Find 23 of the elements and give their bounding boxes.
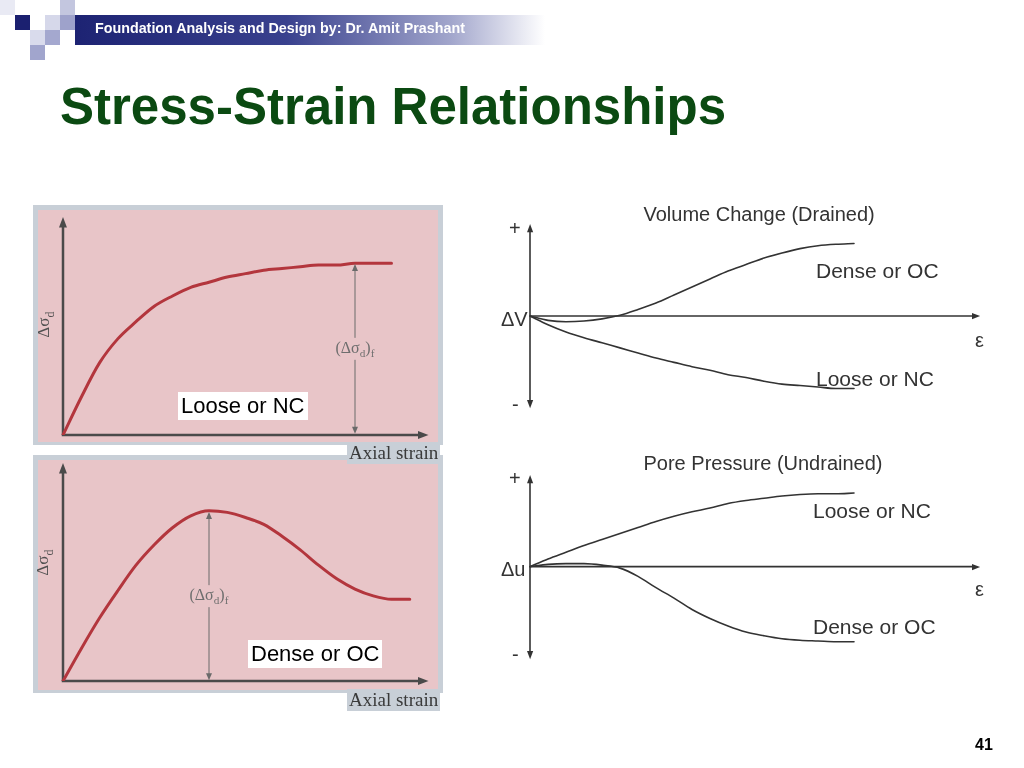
text: + — [509, 467, 521, 490]
series-label: Dense or OC — [248, 640, 383, 668]
text: Foundation Analysis and Design by: Dr. Amit Prashant — [95, 20, 465, 36]
x-axis-title: ε — [975, 329, 984, 352]
y-axis-title: ΔV — [501, 308, 528, 331]
series-label: Dense or OC — [816, 259, 939, 283]
chart-title: Stress-Strain Relationships — [60, 77, 727, 136]
x-axis-title: Axial strain — [347, 689, 441, 711]
text: Loose or NC — [178, 392, 308, 420]
text: - — [512, 643, 519, 666]
chart-title: Volume Change (Drained) — [643, 203, 875, 226]
text: + — [509, 217, 521, 240]
text: 41 — [975, 736, 993, 754]
series-label: Loose or NC — [816, 367, 934, 391]
y-axis-title: Δu — [501, 558, 526, 581]
annotation: (Δσ$_{d}$)$_{f}$ — [189, 585, 229, 607]
series-label: Dense or OC — [813, 615, 936, 639]
series-label: Loose or NC — [813, 499, 931, 523]
chart-title: Pore Pressure (Undrained) — [643, 452, 883, 475]
annotation: (Δσ$_{d}$)$_{f}$ — [335, 339, 375, 360]
x-axis-title: Axial strain — [347, 442, 441, 464]
text: - — [512, 393, 519, 416]
x-axis-title: ε — [975, 578, 984, 601]
